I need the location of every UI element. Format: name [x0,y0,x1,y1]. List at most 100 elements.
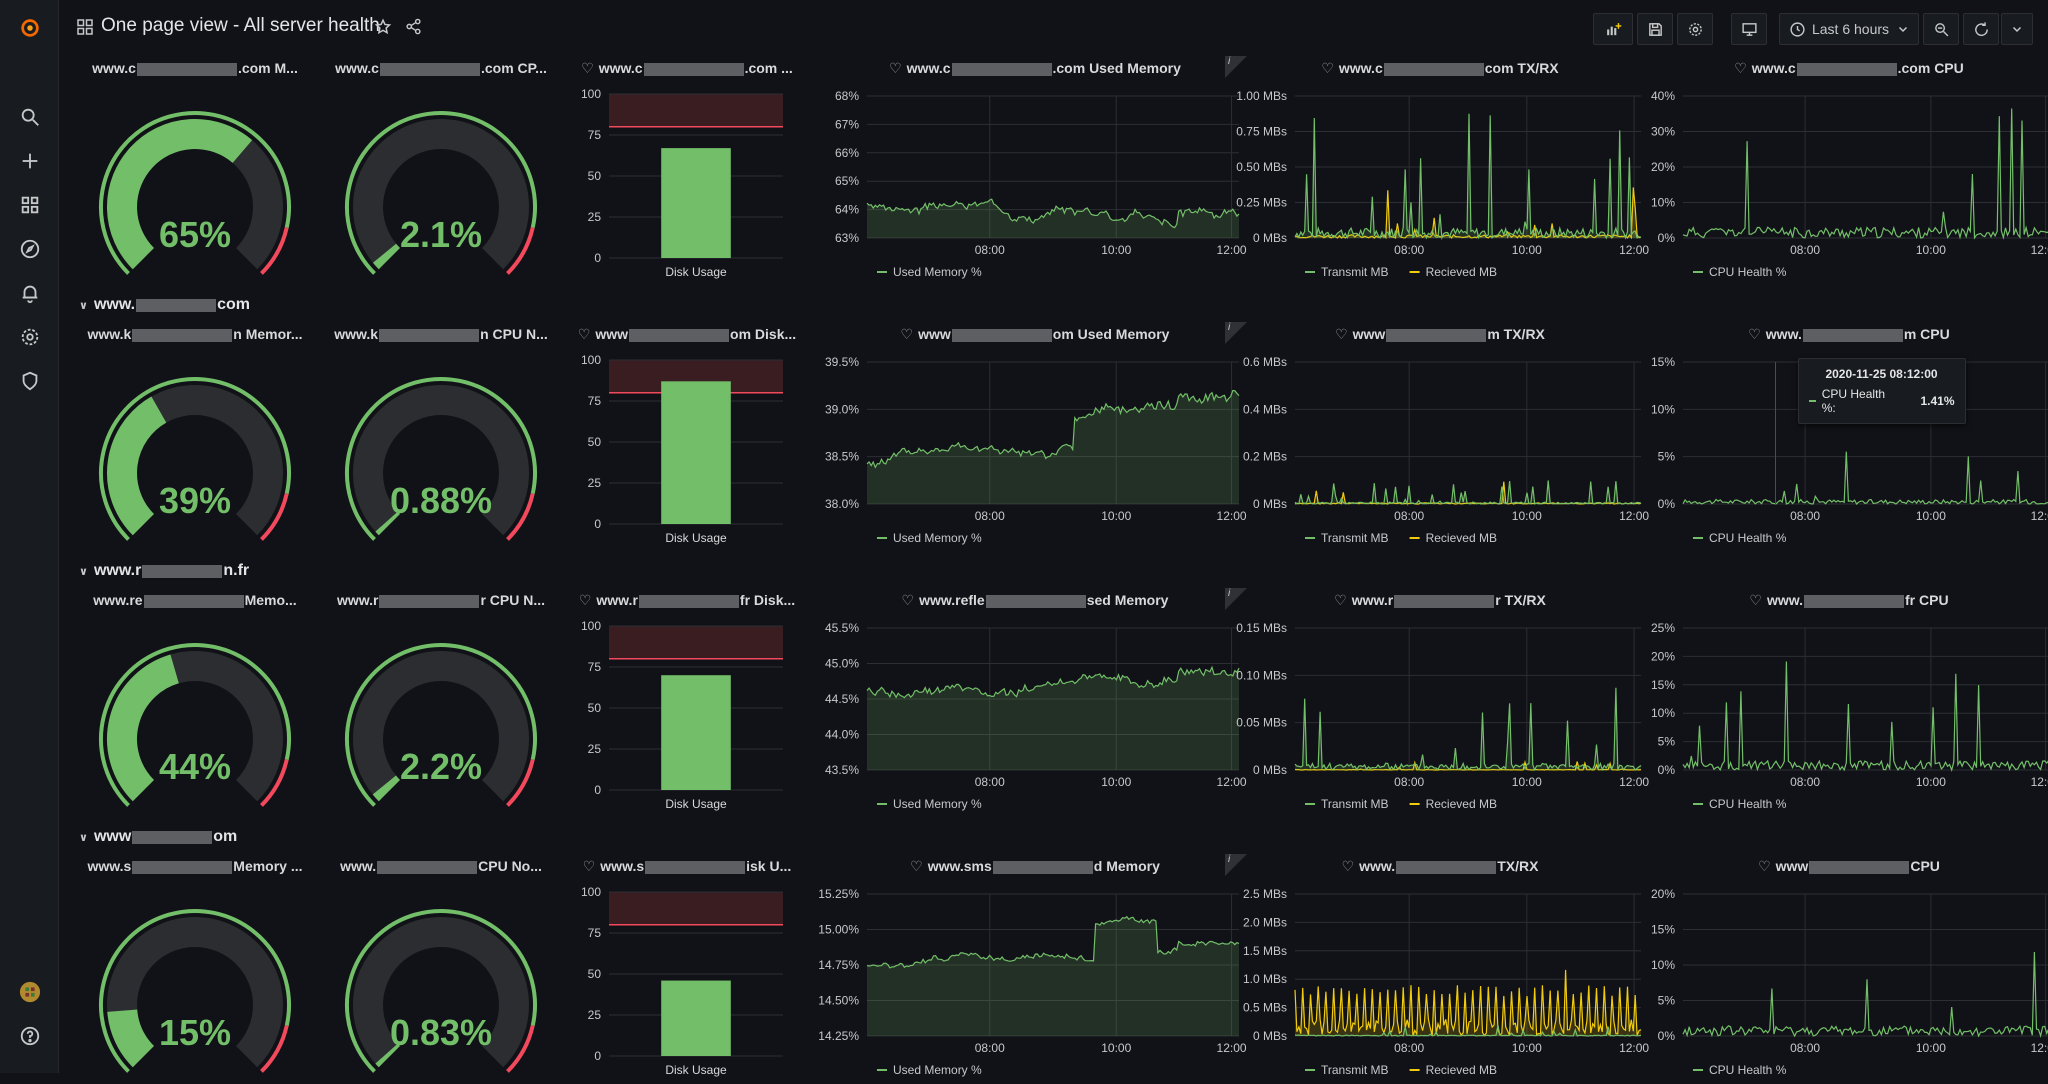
legend-label[interactable]: CPU Health % [1709,797,1787,811]
panel-title[interactable]: ♡ www.c .com Used Memory [817,60,1253,80]
refresh-icon [1974,21,1988,36]
panel-title[interactable]: ♡ www.s isk U... [571,858,803,878]
row-header[interactable]: ∨ www om [79,822,237,852]
row-header[interactable]: ∨ www. com [79,290,250,320]
dashboards-icon[interactable] [14,189,46,221]
heart-icon: ♡ [1758,858,1771,874]
panel-body: 40% 30% 20% 10% 0% 08:00 10:00 12:00 CPU Health … [1631,84,2048,286]
redacted-block [143,594,244,608]
panel-cpugauge: 2.1% www.c .com CP... [325,56,557,286]
x-tick-label: 10:00 [1101,775,1131,789]
legend-label[interactable]: CPU Health % [1709,531,1787,545]
info-icon[interactable]: i [1228,588,1231,599]
legend-label[interactable]: Transmit MB [1321,265,1389,279]
chevron-down-icon[interactable]: ∨ [79,831,88,844]
gauge-svg: 0.88% [345,377,537,541]
heart-icon: ♡ [581,60,594,76]
row-header[interactable]: ∨ www.r n.fr [79,556,249,586]
panel-title[interactable]: ♡ www om Disk... [571,326,803,346]
info-icon[interactable]: i [1228,322,1231,333]
chevron-down-icon[interactable]: ∨ [79,299,88,312]
panel-title[interactable]: ♡ www.c .com CPU [1631,60,2048,80]
info-icon[interactable]: i [1228,854,1231,865]
cycle-view-mode-button[interactable] [1731,13,1767,45]
panel-title[interactable]: www.c .com M... [79,60,311,80]
panel-title[interactable]: www.k n Memor... [79,326,311,346]
panel-title[interactable]: www.s Memory ... [79,858,311,878]
panel-title[interactable]: www.k n CPU N... [325,326,557,346]
alerting-bell-icon[interactable] [14,277,46,309]
add-panel-button[interactable] [1593,13,1633,45]
y-tick-label: 100 [581,619,601,633]
legend-label[interactable]: Transmit MB [1321,797,1389,811]
y-tick-label: 44.0% [825,728,859,742]
refresh-button[interactable] [1963,13,1999,45]
panel-title[interactable]: ♡ www. m CPU [1631,326,2048,346]
y-tick-label: 0% [1658,497,1676,511]
panel-title[interactable]: www. CPU No... [325,858,557,878]
legend-label[interactable]: Transmit MB [1321,1063,1389,1077]
timeseries-svg: 20% 15% 10% 5% 0% 08:00 10:00 12:00 CPU Health % [1651,887,2048,1077]
configuration-gear-icon[interactable] [14,321,46,353]
help-icon[interactable] [14,1020,46,1052]
panel-title[interactable]: ♡ www. fr CPU [1631,592,2048,612]
panel-title[interactable]: ♡ www.c .com ... [571,60,803,80]
legend-label[interactable]: Recieved MB [1426,1063,1497,1077]
panel-info-corner[interactable] [1225,56,1247,78]
x-tick-label: 08:00 [975,509,1005,523]
gauge-value-text: 2.1% [400,214,482,255]
create-plus-icon[interactable] [14,145,46,177]
panel-txrx: i 1.00 MBs 0.75 MBs 0.50 MBs 0.25 MBs 0 MBs 08… [1225,56,1655,286]
legend-label[interactable]: CPU Health % [1709,265,1787,279]
y-tick-label: 14.25% [818,1029,859,1043]
server-admin-shield-icon[interactable] [14,365,46,397]
panel-title[interactable]: www.re Memo... [79,592,311,612]
panel-title-prefix: www.c [598,60,643,76]
legend-label[interactable]: Used Memory % [893,1063,982,1077]
panel-title[interactable]: ♡ www.r fr Disk... [571,592,803,612]
y-tick-label: 15% [1651,355,1675,369]
star-icon[interactable] [374,18,392,36]
legend-label[interactable]: CPU Health % [1709,1063,1787,1077]
dashboard-title[interactable]: One page view - All server health [101,15,380,36]
panel-title[interactable]: ♡ www om Used Memory [817,326,1253,346]
panel-title[interactable]: ♡ www m TX/RX [1225,326,1655,346]
panel-title[interactable]: ♡ www. TX/RX [1225,858,1655,878]
share-icon[interactable] [405,18,422,35]
panel-title[interactable]: ♡ www.r r TX/RX [1225,592,1655,612]
legend-label[interactable]: Used Memory % [893,797,982,811]
save-dashboard-button[interactable] [1637,13,1673,45]
legend-label[interactable]: Used Memory % [893,531,982,545]
gauge-threshold-red [260,1025,289,1073]
grafana-logo-icon[interactable] [14,12,46,44]
time-range-picker[interactable]: Last 6 hours [1779,13,1919,45]
explore-compass-icon[interactable] [14,233,46,265]
panel-title[interactable]: ♡ www.c com TX/RX [1225,60,1655,80]
threshold-region [609,892,783,925]
panel-body: 100 75 50 25 0 Disk Usage [571,616,803,818]
panel-title[interactable]: www.r r CPU N... [325,592,557,612]
series-line [866,665,1240,699]
dashboard-settings-button[interactable] [1677,13,1713,45]
panel-title[interactable]: ♡ www.refle sed Memory [817,592,1253,612]
refresh-interval-dropdown[interactable] [2001,13,2033,45]
gauge-value-text: 0.83% [390,1012,492,1053]
panel-title[interactable]: www.c .com CP... [325,60,557,80]
legend-label[interactable]: Transmit MB [1321,531,1389,545]
panel-title[interactable]: ♡ www CPU [1631,858,2048,878]
y-tick-label: 39.5% [825,355,859,369]
search-icon[interactable] [14,101,46,133]
legend-label[interactable]: Recieved MB [1426,531,1497,545]
legend-label[interactable]: Used Memory % [893,265,982,279]
legend-label[interactable]: Recieved MB [1426,797,1497,811]
panel-title[interactable]: ♡ www.sms d Memory [817,858,1253,878]
panel-info-corner[interactable] [1225,588,1247,610]
panel-info-corner[interactable] [1225,854,1247,876]
info-icon[interactable]: i [1228,56,1231,67]
zoom-out-button[interactable] [1923,13,1959,45]
chevron-down-icon[interactable]: ∨ [79,565,88,578]
legend-label[interactable]: Recieved MB [1426,265,1497,279]
user-avatar[interactable] [14,976,46,1008]
panel-info-corner[interactable] [1225,322,1247,344]
y-tick-label: 15% [1651,923,1675,937]
